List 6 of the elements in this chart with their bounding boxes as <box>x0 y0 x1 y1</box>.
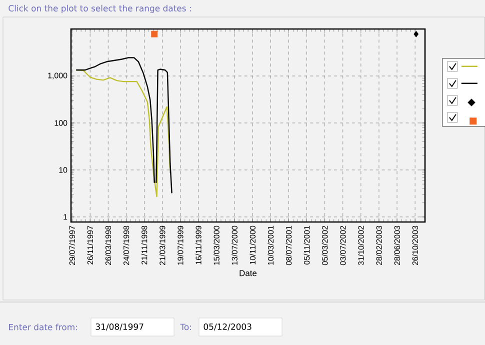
text: Enter date from: <box>9 324 77 330</box>
text: To: <box>180 324 191 330</box>
text: 05/12/2003 <box>204 323 252 331</box>
chart-title: Click on the plot to select the range dates : <box>8 4 191 14</box>
text: 31/08/1997 <box>96 323 144 331</box>
x-axis-title: Date <box>240 270 257 276</box>
